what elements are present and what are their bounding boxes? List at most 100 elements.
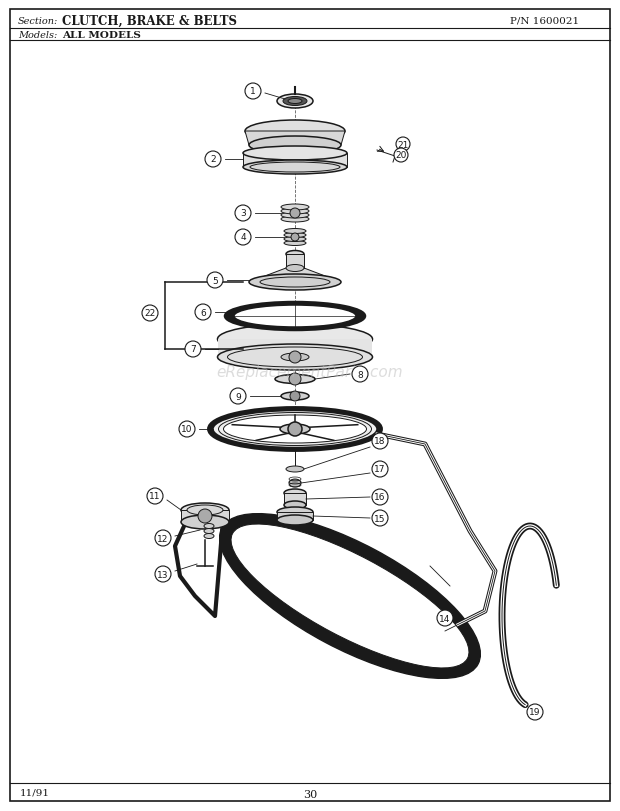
- Text: 8: 8: [357, 370, 363, 379]
- Text: 10: 10: [181, 425, 193, 434]
- Text: 19: 19: [529, 708, 541, 717]
- Ellipse shape: [219, 514, 480, 679]
- Ellipse shape: [286, 265, 304, 272]
- Ellipse shape: [277, 508, 313, 517]
- Ellipse shape: [284, 501, 306, 509]
- Circle shape: [245, 84, 261, 100]
- Ellipse shape: [281, 212, 309, 219]
- Text: P/N 1600021: P/N 1600021: [510, 16, 579, 25]
- Circle shape: [155, 566, 171, 582]
- Text: 13: 13: [157, 570, 169, 579]
- Ellipse shape: [289, 479, 301, 487]
- Polygon shape: [218, 340, 372, 358]
- Ellipse shape: [281, 217, 309, 223]
- Text: eReplacementParts.com: eReplacementParts.com: [216, 364, 404, 379]
- Ellipse shape: [275, 375, 315, 384]
- Circle shape: [230, 388, 246, 405]
- Ellipse shape: [281, 354, 309, 362]
- Circle shape: [198, 509, 212, 523]
- Ellipse shape: [281, 393, 309, 401]
- Text: 14: 14: [440, 614, 451, 623]
- Ellipse shape: [281, 204, 309, 211]
- Circle shape: [372, 510, 388, 526]
- Ellipse shape: [204, 534, 214, 539]
- Circle shape: [179, 422, 195, 437]
- Ellipse shape: [245, 121, 345, 143]
- Circle shape: [195, 305, 211, 320]
- Polygon shape: [284, 493, 306, 505]
- Ellipse shape: [249, 275, 341, 290]
- Text: ALL MODELS: ALL MODELS: [62, 31, 141, 40]
- Circle shape: [290, 392, 300, 401]
- Text: 3: 3: [240, 209, 246, 218]
- Text: 12: 12: [157, 534, 169, 543]
- Circle shape: [372, 433, 388, 449]
- Text: 11/91: 11/91: [20, 787, 50, 796]
- Circle shape: [291, 234, 299, 242]
- Text: 18: 18: [374, 437, 386, 446]
- Ellipse shape: [204, 529, 214, 534]
- Text: 7: 7: [190, 345, 196, 354]
- Circle shape: [290, 208, 300, 219]
- Polygon shape: [249, 268, 341, 283]
- Ellipse shape: [218, 345, 373, 371]
- Ellipse shape: [187, 505, 223, 515]
- Polygon shape: [243, 154, 347, 168]
- Circle shape: [142, 306, 158, 322]
- Circle shape: [205, 152, 221, 168]
- Circle shape: [396, 138, 410, 152]
- Circle shape: [235, 230, 251, 246]
- Ellipse shape: [243, 161, 347, 175]
- Ellipse shape: [288, 100, 302, 105]
- Circle shape: [185, 341, 201, 358]
- Circle shape: [372, 461, 388, 478]
- Ellipse shape: [283, 97, 307, 106]
- Ellipse shape: [218, 413, 371, 446]
- Text: 21: 21: [397, 140, 409, 149]
- Text: 17: 17: [374, 465, 386, 474]
- Circle shape: [289, 351, 301, 363]
- Ellipse shape: [284, 234, 306, 238]
- Text: 22: 22: [144, 309, 156, 318]
- Polygon shape: [181, 510, 229, 522]
- Ellipse shape: [284, 230, 306, 234]
- Text: 30: 30: [303, 789, 317, 799]
- Ellipse shape: [213, 410, 378, 448]
- Text: 9: 9: [235, 392, 241, 401]
- Text: 20: 20: [396, 152, 407, 161]
- Ellipse shape: [277, 515, 313, 526]
- Polygon shape: [286, 255, 304, 268]
- Ellipse shape: [286, 466, 304, 473]
- Ellipse shape: [286, 251, 304, 258]
- Ellipse shape: [249, 137, 341, 155]
- Circle shape: [437, 610, 453, 626]
- Ellipse shape: [231, 525, 469, 668]
- Circle shape: [527, 704, 543, 720]
- Ellipse shape: [284, 241, 306, 247]
- Ellipse shape: [225, 303, 365, 331]
- Text: 6: 6: [200, 308, 206, 317]
- Polygon shape: [277, 513, 313, 521]
- Circle shape: [352, 367, 368, 383]
- Ellipse shape: [277, 95, 313, 109]
- Text: 4: 4: [240, 234, 246, 242]
- Circle shape: [235, 206, 251, 221]
- Ellipse shape: [181, 504, 229, 517]
- Circle shape: [155, 530, 171, 547]
- Ellipse shape: [218, 324, 373, 354]
- Ellipse shape: [223, 415, 366, 444]
- Text: Section:: Section:: [18, 16, 58, 25]
- Circle shape: [289, 374, 301, 385]
- Ellipse shape: [281, 208, 309, 215]
- Circle shape: [394, 148, 408, 163]
- Text: 5: 5: [212, 277, 218, 285]
- Circle shape: [207, 272, 223, 289]
- Text: CLUTCH, BRAKE & BELTS: CLUTCH, BRAKE & BELTS: [62, 15, 237, 28]
- Text: 11: 11: [149, 492, 161, 501]
- Circle shape: [147, 488, 163, 504]
- Circle shape: [288, 423, 302, 436]
- Text: 16: 16: [374, 493, 386, 502]
- Polygon shape: [245, 132, 345, 146]
- Ellipse shape: [181, 515, 229, 530]
- Ellipse shape: [243, 147, 347, 161]
